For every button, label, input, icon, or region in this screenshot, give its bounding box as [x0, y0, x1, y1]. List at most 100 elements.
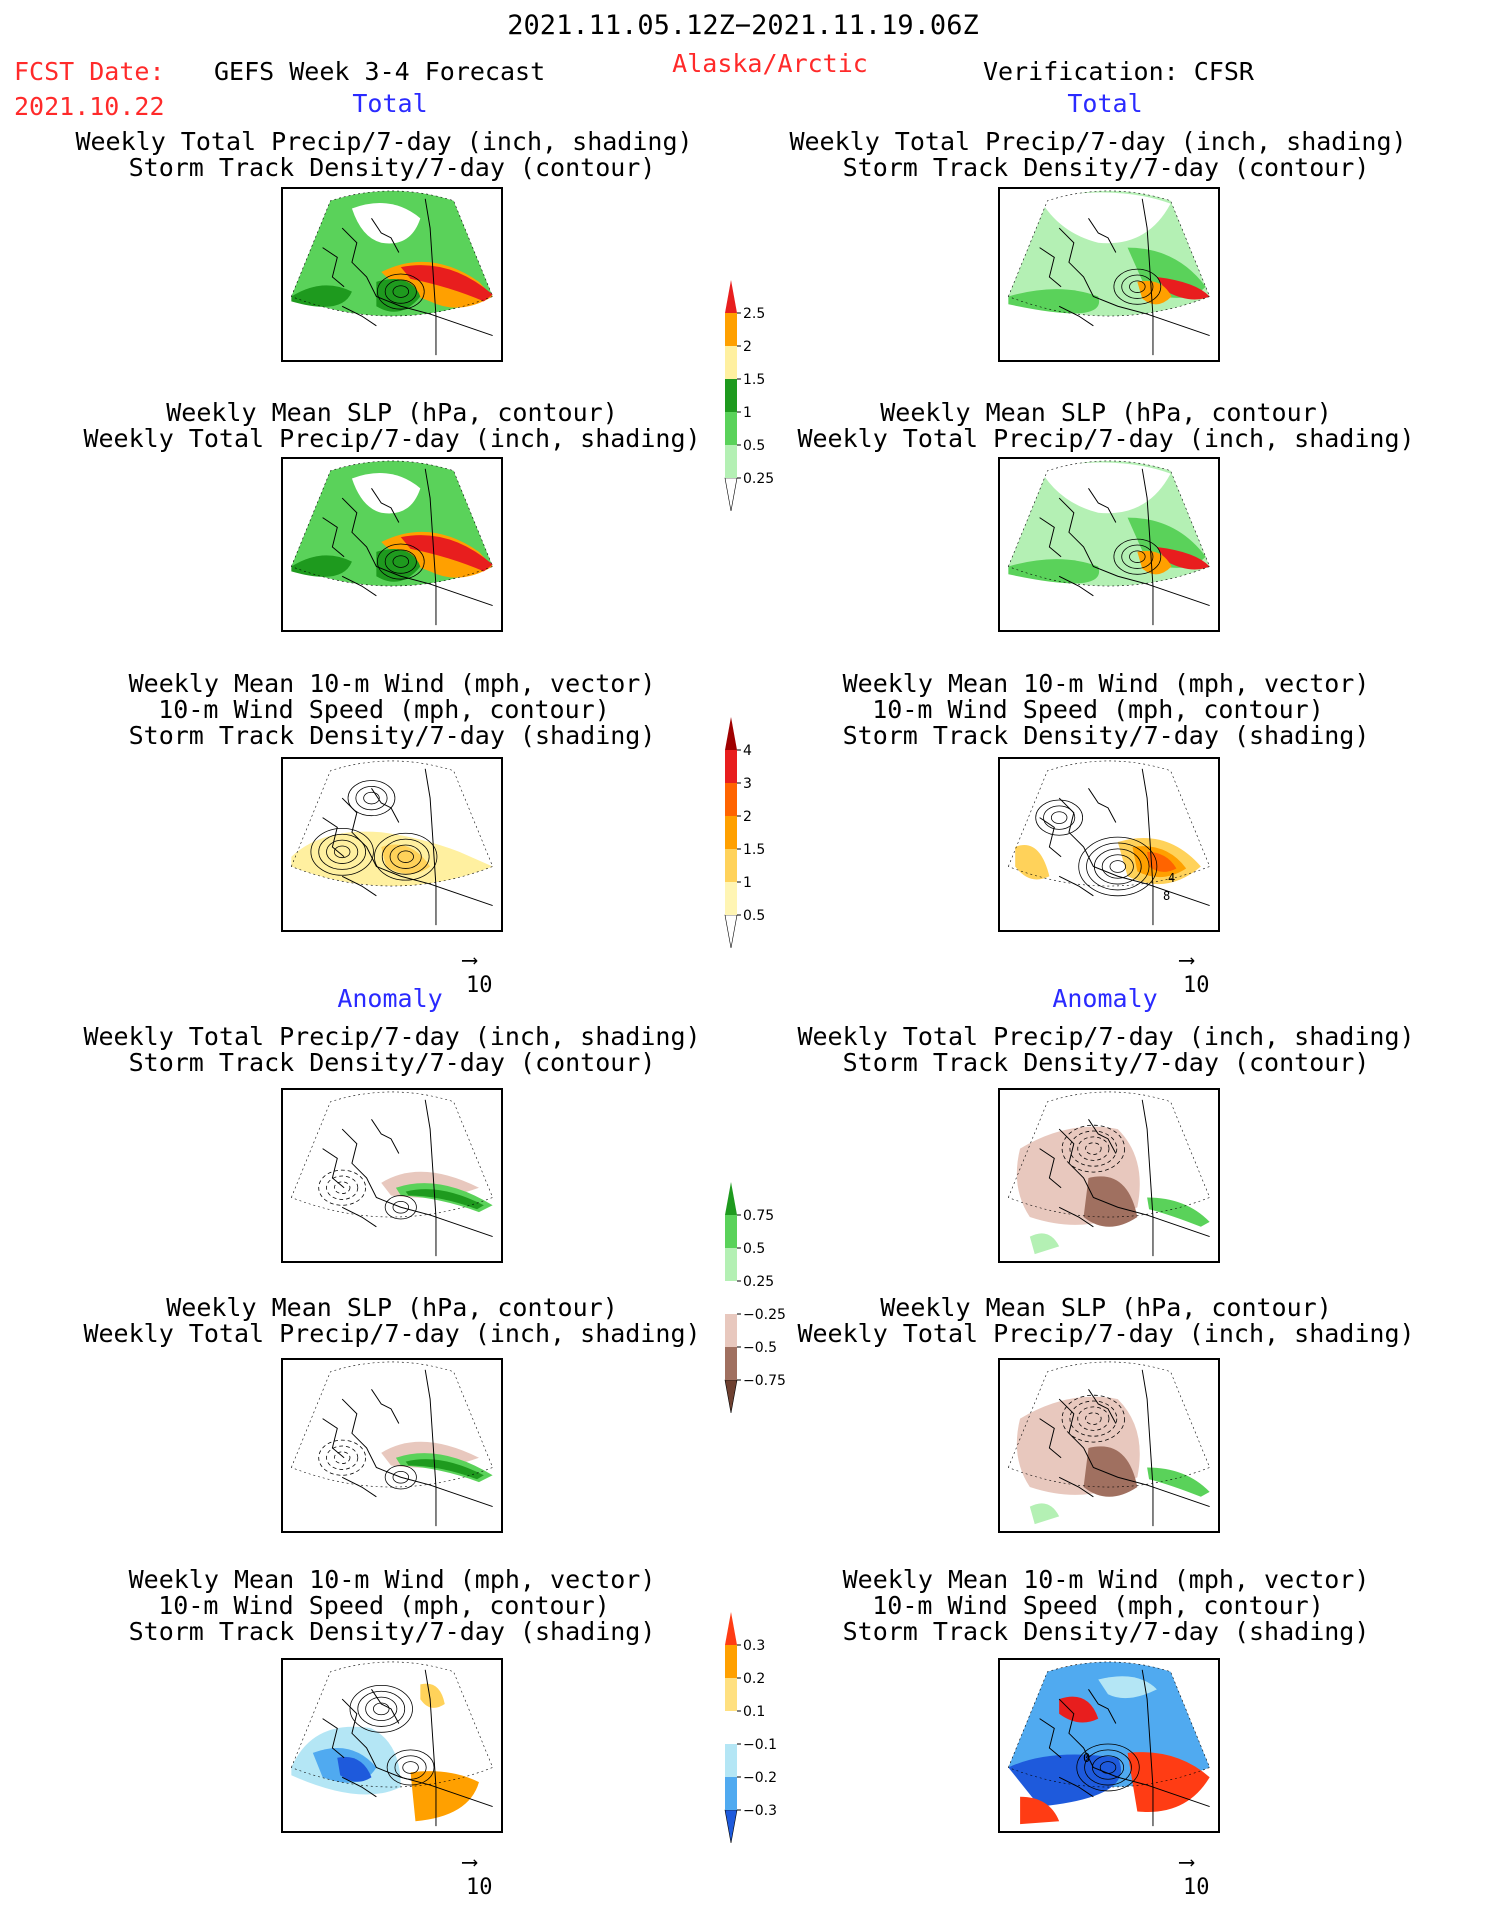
colorbar-tick-label: 0.75	[743, 1208, 774, 1224]
coastline	[341, 1476, 377, 1498]
coastline	[341, 1398, 493, 1508]
title-l2a: Weekly Mean SLP (hPa, contour)	[166, 398, 618, 427]
colorbar-segment	[725, 717, 737, 750]
colorbar-tick-label: 4	[743, 743, 752, 759]
vector-scale-label: 10	[1183, 973, 1210, 998]
colorbar-tick-label: 1	[743, 405, 752, 421]
colorbar-tick-label: 0.2	[743, 1671, 765, 1687]
map-domain-edge	[1007, 1091, 1211, 1218]
colorbar-segment	[725, 346, 737, 379]
shading-region	[410, 1771, 479, 1822]
map-svg	[290, 460, 494, 626]
colorbar-tick-label: 0.25	[743, 471, 774, 487]
contour-line	[1113, 268, 1162, 305]
contour-line	[1093, 848, 1142, 885]
contour-line	[381, 838, 430, 875]
shading-region	[291, 285, 352, 307]
coastline	[341, 875, 377, 897]
contour-label: 4	[1168, 871, 1176, 885]
colorbar-segment	[725, 1281, 737, 1314]
coastline	[341, 1128, 493, 1238]
coastline	[322, 1718, 345, 1759]
vector-scale-arrow-icon: ⟶	[463, 1850, 477, 1875]
map-svg	[1007, 460, 1211, 626]
region-title: Alaska/Arctic	[672, 49, 868, 78]
product-title: GEFS Week 3-4 Forecast	[214, 57, 546, 86]
map-domain-edge	[290, 760, 494, 887]
title-l1a: Weekly Total Precip/7-day (inch, shading…	[75, 127, 693, 156]
shading-region	[1147, 1197, 1210, 1227]
contour-line	[1061, 1394, 1126, 1443]
coastline	[1088, 1389, 1117, 1424]
coastline	[341, 1206, 377, 1228]
coastline	[1039, 1418, 1062, 1459]
map-svg	[290, 1091, 494, 1257]
contour-line	[333, 1451, 351, 1464]
shading-region	[1083, 1176, 1138, 1227]
map-domain-edge	[1007, 760, 1211, 887]
shading-region	[376, 549, 421, 582]
colorbar-tick-label: −0.25	[743, 1307, 786, 1323]
shading-region	[291, 555, 352, 577]
coastline	[371, 488, 400, 523]
title-l6c: Storm Track Density/7-day (shading)	[128, 1617, 656, 1646]
shading-region	[376, 279, 421, 312]
map-panel-r1	[998, 187, 1220, 362]
shading-region	[1029, 1503, 1060, 1525]
coastline	[341, 227, 493, 337]
contour-line	[1091, 1755, 1125, 1780]
shading-region	[1008, 559, 1100, 584]
contour-line	[376, 273, 425, 310]
map-svg	[1007, 760, 1211, 926]
map-panel-r3	[998, 757, 1220, 932]
title-r1b: Storm Track Density/7-day (contour)	[842, 153, 1370, 182]
contour-line	[384, 549, 417, 574]
coastline	[1058, 227, 1210, 337]
coastline	[424, 768, 437, 926]
contour-label: 8	[1163, 889, 1171, 903]
colorbar-segment	[725, 1248, 737, 1281]
coastline	[1058, 1476, 1094, 1498]
contour-line	[357, 1690, 406, 1727]
title-l3c: Storm Track Density/7-day (shading)	[128, 721, 656, 750]
colorbar-segment	[724, 1379, 738, 1414]
contour-line	[310, 827, 374, 876]
contour-line	[1129, 280, 1146, 293]
coastline	[1088, 488, 1117, 523]
contour-line	[1077, 1136, 1110, 1161]
map-panel-r4	[998, 1088, 1220, 1263]
title-r5b: Weekly Total Precip/7-day (inch, shading…	[797, 1319, 1415, 1348]
vector-scale-arrow-icon: ⟶	[1180, 1850, 1194, 1875]
colorbar-segment	[725, 1711, 737, 1744]
map-panel-l5	[281, 1358, 503, 1533]
colorbar-storm-track: 0.5 1 1.5 2 3 4	[724, 717, 765, 949]
colorbar-segment	[725, 849, 737, 882]
contour-line	[397, 850, 414, 863]
contour-line	[1121, 274, 1154, 299]
map-panel-l6	[281, 1658, 503, 1833]
coastline	[1039, 247, 1062, 288]
map-panel-l1	[281, 187, 503, 362]
shading-region	[1083, 1446, 1138, 1497]
map-svg	[290, 1361, 494, 1527]
contour-line	[326, 839, 359, 864]
contour-line	[333, 845, 351, 859]
coastline	[1039, 517, 1062, 558]
map-domain-edge	[290, 1361, 494, 1488]
contour-line	[355, 785, 388, 811]
title-r2a: Weekly Mean SLP (hPa, contour)	[880, 398, 1332, 427]
vector-scale-arrow-icon: ⟶	[463, 948, 477, 973]
shading-region	[405, 1459, 484, 1480]
section-total-left: Total	[352, 89, 428, 118]
coastline	[1141, 768, 1154, 926]
map-svg	[290, 190, 494, 356]
contour-line	[374, 832, 438, 881]
colorbar-segment	[724, 1809, 738, 1844]
colorbar-segment	[725, 1347, 737, 1380]
shading-region	[1039, 462, 1171, 514]
map-svg	[1007, 1091, 1211, 1257]
title-l3b: 10-m Wind Speed (mph, contour)	[158, 695, 610, 724]
coastline	[1141, 1099, 1154, 1257]
coastline	[424, 198, 437, 356]
coastline	[1058, 875, 1094, 897]
